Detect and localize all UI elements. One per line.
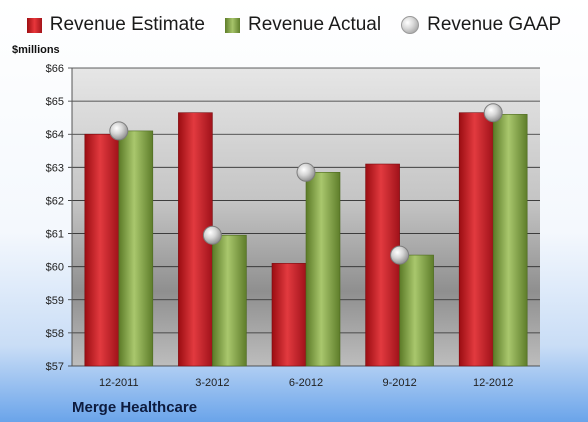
- bar-revenue-actual: [212, 234, 247, 367]
- y-tick-label: $61: [46, 229, 64, 241]
- y-tick-label: $59: [46, 295, 64, 307]
- legend-item-gaap: Revenue GAAP: [401, 14, 561, 36]
- legend-label-actual: Revenue Actual: [248, 14, 382, 35]
- y-tick-label: $66: [46, 63, 64, 75]
- bar-revenue-estimate: [271, 263, 307, 367]
- y-tick-label: $58: [46, 328, 64, 340]
- bar-revenue-estimate: [458, 112, 494, 367]
- x-tick-label: 9-2012: [382, 377, 416, 389]
- legend-swatch-gaap: [401, 16, 420, 34]
- legend: Revenue Estimate Revenue Actual Revenue …: [0, 14, 588, 36]
- y-tick-label: $65: [46, 96, 64, 108]
- x-tick-label: 12-2011: [99, 377, 139, 389]
- legend-label-gaap: Revenue GAAP: [427, 14, 562, 35]
- marker-revenue-gaap: [296, 162, 316, 182]
- bar-revenue-estimate: [365, 163, 400, 367]
- y-tick-label: $64: [46, 129, 64, 141]
- marker-revenue-gaap: [390, 245, 410, 265]
- y-axis-unit-label: $millions: [12, 44, 60, 56]
- y-tick-label: $63: [46, 162, 64, 174]
- bar-revenue-actual: [118, 130, 154, 367]
- bar-revenue-actual: [305, 172, 341, 367]
- x-tick-label: 3-2012: [195, 377, 229, 389]
- bar-revenue-estimate: [84, 133, 120, 367]
- bar-revenue-actual: [492, 114, 528, 367]
- company-name: Merge Healthcare: [72, 399, 198, 416]
- legend-label-estimate: Revenue Estimate: [49, 14, 205, 35]
- legend-swatch-estimate: [26, 17, 42, 33]
- marker-revenue-gaap: [202, 225, 222, 245]
- legend-item-estimate: Revenue Estimate: [26, 14, 205, 36]
- bar-revenue-actual: [399, 254, 434, 367]
- legend-item-actual: Revenue Actual: [225, 14, 381, 36]
- x-tick-label: 6-2012: [289, 377, 323, 389]
- marker-revenue-gaap: [483, 103, 503, 123]
- x-tick-label: 12-2012: [473, 377, 513, 389]
- y-tick-label: $57: [46, 361, 64, 373]
- y-tick-label: $62: [46, 195, 64, 207]
- legend-swatch-actual: [225, 17, 240, 33]
- y-tick-label: $60: [46, 262, 64, 274]
- marker-revenue-gaap: [109, 121, 129, 141]
